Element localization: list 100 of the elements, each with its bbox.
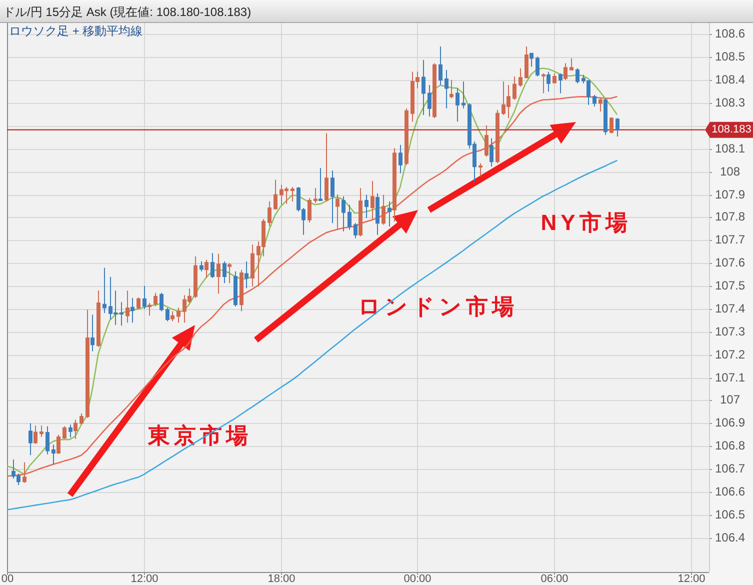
y-tick-label: 107.7 <box>714 232 746 247</box>
candlestick <box>194 256 198 298</box>
y-tick-label: 106.5 <box>714 508 746 522</box>
candlestick <box>546 71 550 92</box>
y-tick-label: 106.7 <box>714 462 746 476</box>
candlestick <box>80 412 84 425</box>
candlestick <box>428 84 432 118</box>
candlestick <box>598 98 602 112</box>
candlestick <box>484 124 488 158</box>
annotation: 東京市場 <box>147 422 252 448</box>
candlestick <box>570 58 574 70</box>
candlestick <box>268 200 272 227</box>
candlestick <box>342 196 346 232</box>
y-tick-label: 108.1 <box>714 142 746 156</box>
candlestick <box>240 269 244 312</box>
candlestick <box>604 98 608 136</box>
candlestick <box>62 426 66 440</box>
candlestick <box>68 424 72 438</box>
x-tick-label: 00:00 <box>404 573 432 585</box>
candlestick <box>166 307 170 322</box>
candlestick <box>34 425 38 444</box>
candlestick <box>376 192 380 236</box>
candlestick <box>74 419 78 440</box>
candlestick <box>530 52 534 68</box>
candlestick <box>496 109 500 164</box>
candlestick <box>576 68 580 84</box>
candlestick <box>204 259 208 279</box>
candlestick <box>142 286 146 310</box>
candlestick <box>56 434 60 454</box>
x-tick-label: 12:00 <box>678 573 706 585</box>
y-tick-label: 107.8 <box>714 210 746 224</box>
x-tick-label: 12:00 <box>130 573 158 585</box>
y-tick-label: 108 <box>720 164 740 179</box>
candlestick <box>512 76 516 100</box>
candlestick <box>216 253 220 294</box>
candlestick <box>148 302 152 316</box>
candlestick <box>490 138 494 168</box>
candlestick <box>552 72 556 84</box>
candlestick <box>422 60 426 116</box>
y-tick-label: 107.9 <box>714 188 746 202</box>
y-tick-label: 106.4 <box>714 530 746 545</box>
candlestick <box>616 118 620 137</box>
candlestick <box>358 188 362 237</box>
candlestick <box>450 79 454 99</box>
candlestick <box>462 81 466 109</box>
candlestick <box>210 252 214 279</box>
candlestick <box>370 180 374 220</box>
candlestick <box>542 72 546 94</box>
candlestick <box>524 46 528 79</box>
candlestick <box>558 72 562 94</box>
candlestick <box>126 290 130 324</box>
candlestick <box>250 244 254 287</box>
candlestick <box>318 168 322 202</box>
candlestick <box>130 297 134 324</box>
candlestick <box>154 292 158 307</box>
candlestick <box>234 270 238 307</box>
y-tick-label: 106.6 <box>714 484 746 499</box>
annotation: ロンドン市場 <box>358 294 518 319</box>
y-tick-label: 107.3 <box>714 324 746 339</box>
candlestick <box>478 162 482 177</box>
y-tick-label: 106.9 <box>714 416 746 430</box>
candlestick <box>314 188 318 204</box>
candlestick <box>592 94 596 107</box>
candlestick <box>40 425 44 438</box>
candlestick <box>392 148 396 222</box>
candlestick <box>90 314 94 352</box>
candlestick <box>274 179 278 210</box>
y-tick-label: 107.2 <box>714 348 746 362</box>
x-tick-label: 06:00 <box>540 573 568 585</box>
candlestick <box>102 267 106 314</box>
candlestick <box>404 108 408 166</box>
y-tick-label: 108.4 <box>714 72 746 87</box>
candlestick <box>354 222 358 239</box>
y-tick-label: 107 <box>720 392 740 407</box>
candlestick <box>228 262 232 284</box>
candlestick <box>96 290 100 348</box>
candlestick <box>536 56 540 78</box>
candlestick <box>52 444 56 465</box>
candlestick <box>200 260 204 272</box>
chart-subtitle: ロウソク足 + 移動平均線 <box>9 24 143 38</box>
candlestick <box>244 260 248 289</box>
candlestick <box>170 310 174 322</box>
candlestick <box>86 309 90 418</box>
candlestick <box>120 302 124 326</box>
x-tick-label: 00 <box>1 573 14 585</box>
candlestick <box>456 88 460 122</box>
candlestick <box>348 204 352 230</box>
candlestick <box>28 422 32 456</box>
y-tick-label: 106.8 <box>714 438 746 453</box>
y-tick-label: 107.4 <box>714 302 746 316</box>
candlestick <box>336 194 340 230</box>
candlestick <box>22 462 26 484</box>
candlestick <box>518 68 522 88</box>
y-tick-label: 108.6 <box>714 26 746 41</box>
candlestick <box>382 194 386 226</box>
ref-line-label: 108.183 <box>712 124 752 136</box>
candlestick <box>610 116 614 134</box>
candlestick <box>364 194 368 219</box>
candlestick <box>388 200 392 228</box>
chart-title: ドル/円 15分足 Ask (現在値: 108.180-108.183) <box>3 5 252 19</box>
